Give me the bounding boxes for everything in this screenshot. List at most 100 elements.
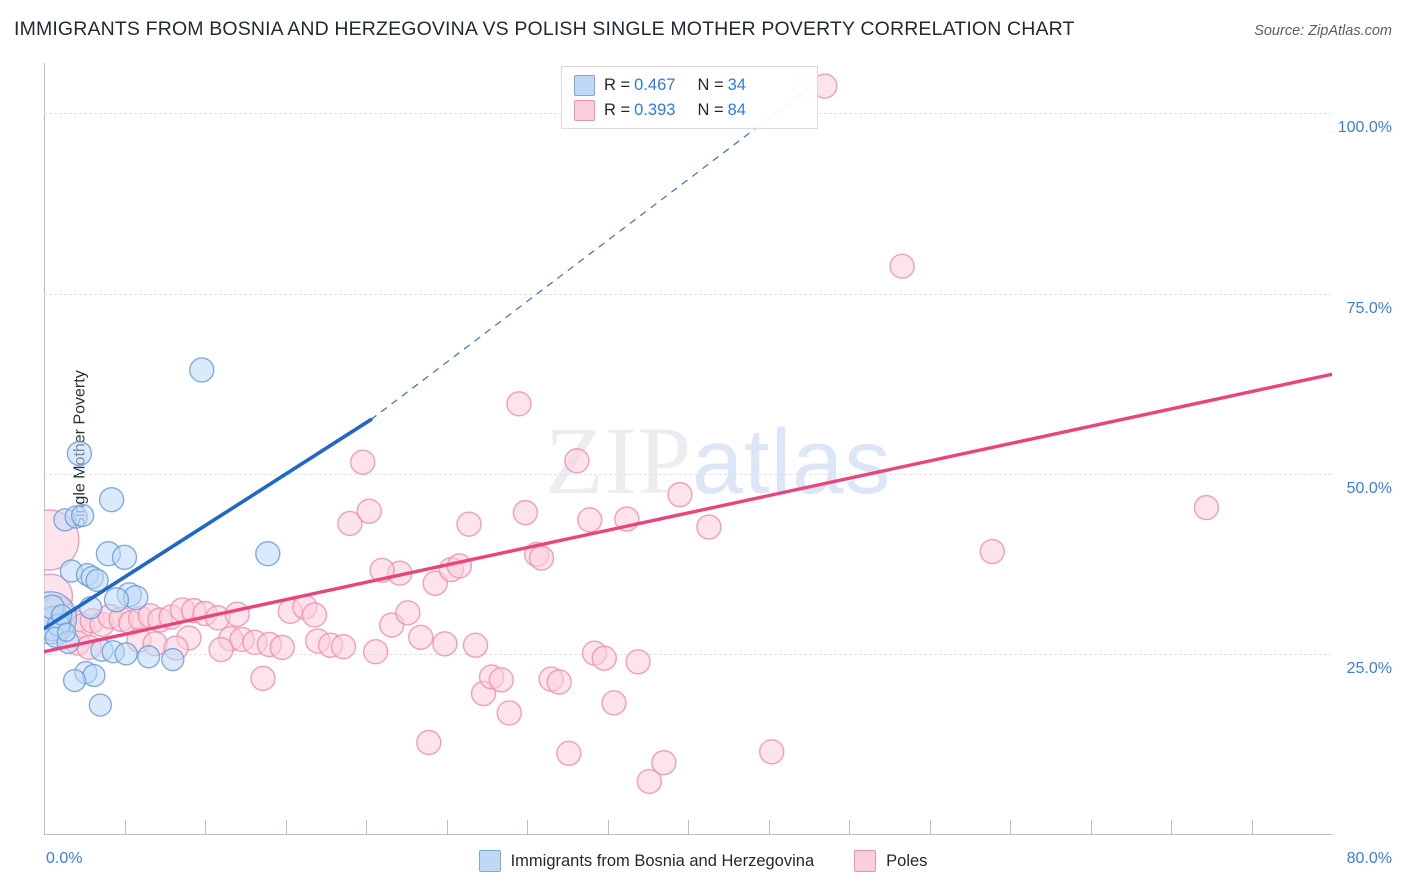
pink-n-value: 84 (727, 101, 746, 119)
data-point (432, 631, 458, 657)
data-point (88, 693, 113, 717)
x-tick-mark (527, 820, 528, 834)
data-point (636, 768, 663, 795)
x-axis-min-label: 0.0% (46, 850, 83, 867)
data-point (395, 600, 421, 626)
data-point (337, 510, 363, 537)
gridline (44, 473, 1332, 475)
gridline (44, 293, 1332, 295)
data-point (189, 357, 215, 383)
data-point (301, 602, 328, 628)
data-point (85, 568, 109, 593)
series-immigrants-points (44, 357, 281, 717)
data-point (250, 665, 276, 692)
y-tick-label: 50.0% (1346, 479, 1392, 497)
data-point (759, 739, 785, 765)
gridline (44, 653, 1332, 655)
data-point (601, 690, 627, 716)
data-point (889, 253, 915, 279)
data-point (462, 632, 489, 658)
x-tick-mark (607, 820, 609, 834)
immigrants-trend-line (44, 417, 373, 631)
data-point (114, 642, 138, 666)
data-point (512, 499, 539, 526)
data-point (556, 740, 582, 766)
legend-item-immigrants[interactable]: Immigrants from Bosnia and Herzegovina (478, 850, 815, 872)
y-tick-label: 25.0% (1346, 659, 1392, 677)
blue-r-label: R = (604, 76, 631, 94)
y-tick-label: 75.0% (1346, 299, 1392, 317)
data-point (161, 647, 185, 672)
data-point (56, 622, 77, 642)
x-tick-mark (124, 820, 126, 834)
data-point (62, 668, 87, 693)
x-tick-mark (849, 820, 850, 834)
poles-trend-line (44, 372, 1332, 654)
pink-r-label: R = (604, 101, 631, 119)
data-point (408, 624, 434, 650)
legend-item-poles[interactable]: Poles (854, 850, 927, 872)
blue-r-value: 0.467 (634, 76, 676, 94)
data-point (416, 729, 442, 756)
x-tick-mark (1171, 820, 1172, 834)
legend-pink-swatch-icon (854, 850, 877, 872)
data-point (70, 503, 95, 528)
x-tick-mark (446, 820, 448, 834)
x-tick-mark (285, 820, 287, 834)
x-tick-mark (1251, 820, 1253, 834)
stats-legend-box: R = 0.467 N = 34 R = 0.393 N = 84 (561, 66, 818, 129)
data-point (98, 486, 125, 513)
data-point (111, 544, 138, 570)
data-point (696, 514, 722, 540)
data-point (667, 481, 693, 508)
data-point (979, 538, 1005, 565)
stats-row-blue: R = 0.467 N = 34 (574, 73, 807, 98)
series-blue-swatch-icon (574, 75, 595, 96)
x-tick-mark (1090, 820, 1092, 834)
data-point (496, 700, 522, 726)
data-point (577, 507, 603, 533)
data-point (136, 645, 161, 669)
legend-blue-swatch-icon (478, 850, 501, 872)
data-point (591, 645, 617, 671)
data-point (224, 601, 250, 627)
data-point (362, 639, 389, 665)
legend-label-immigrants: Immigrants from Bosnia and Herzegovina (510, 851, 815, 870)
data-point (1193, 494, 1220, 521)
blue-n-value: 34 (727, 76, 746, 94)
x-tick-mark (929, 820, 931, 834)
y-tick-label: 100.0% (1337, 119, 1392, 137)
x-axis-line (44, 834, 1332, 835)
legend-label-poles: Poles (886, 851, 928, 870)
x-axis-max-label: 80.0% (1346, 850, 1392, 867)
data-point (528, 545, 555, 571)
x-tick-mark (205, 820, 206, 834)
bottom-legend: Immigrants from Bosnia and Herzegovina P… (0, 850, 1406, 872)
page-title: IMMIGRANTS FROM BOSNIA AND HERZEGOVINA V… (14, 18, 1075, 40)
data-point (269, 634, 295, 661)
y-axis-line (44, 63, 45, 834)
immigrants-trend-line-projection (370, 87, 810, 421)
x-tick-mark (688, 820, 689, 834)
data-point (456, 511, 482, 537)
data-point (625, 649, 651, 675)
series-poles-points (44, 73, 1220, 795)
data-point (506, 391, 532, 417)
data-point (103, 587, 130, 613)
data-point (564, 448, 590, 474)
data-point (82, 663, 106, 688)
data-point (446, 553, 473, 579)
series-pink-swatch-icon (574, 100, 595, 121)
stats-row-pink: R = 0.393 N = 84 (574, 98, 807, 123)
data-point (208, 636, 234, 663)
data-point (488, 667, 514, 693)
data-point (546, 669, 572, 695)
data-point (356, 498, 382, 524)
source-label: Source: ZipAtlas.com (1254, 23, 1392, 39)
x-tick-mark (366, 820, 367, 834)
pink-r-value: 0.393 (634, 101, 676, 119)
data-point (66, 440, 93, 467)
pink-n-label: N = (697, 101, 724, 119)
